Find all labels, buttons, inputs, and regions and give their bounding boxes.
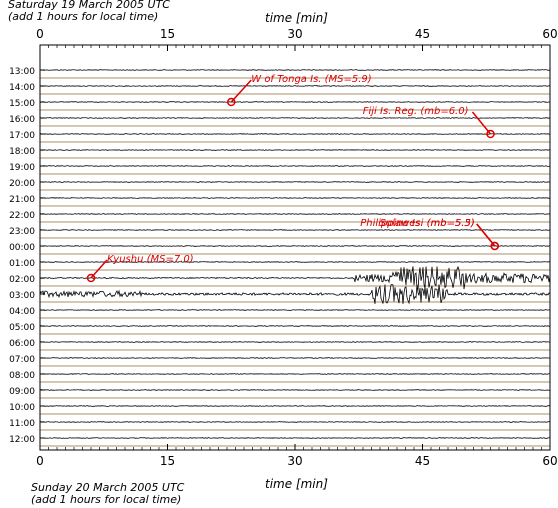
hour-label-03:00: 03:00 xyxy=(9,291,35,301)
hour-label-01:00: 01:00 xyxy=(9,259,35,269)
trace-01:00 xyxy=(39,261,551,263)
trace-05:00 xyxy=(39,325,551,327)
trace-11:00 xyxy=(39,421,551,423)
date-header-bottom-line2: (add 1 hours for local time) xyxy=(31,493,182,506)
event-marker xyxy=(86,273,96,283)
hour-label-07:00: 07:00 xyxy=(9,355,35,365)
trace-15:00 xyxy=(39,101,551,103)
hour-label-14:00: 14:00 xyxy=(9,83,35,93)
x-tick-label-top: 45 xyxy=(415,27,430,41)
hour-label-09:00: 09:00 xyxy=(9,387,35,397)
axes: 0 0 15 15 30 30 45 45 60 60 13:00 14:00 15:00 16:00 17… xyxy=(9,27,558,468)
hour-separator-lines xyxy=(40,77,550,447)
trace-10:00 xyxy=(39,405,551,407)
trace-09:00 xyxy=(39,389,551,391)
hour-label-04:00: 04:00 xyxy=(9,307,35,317)
x-axis-title-top: time [min] xyxy=(265,11,328,25)
event-leader xyxy=(90,259,108,279)
event-label: Philippine Is. (mb=5.3) xyxy=(360,218,475,229)
trace-13:00 xyxy=(39,69,551,71)
event-marker xyxy=(490,241,499,251)
event-leader xyxy=(471,111,492,135)
trace-02:00 xyxy=(39,265,551,291)
event-label: Kyushu (MS=7.0) xyxy=(107,254,194,265)
event-label: Fiji Is. Reg. (mb=6.0) xyxy=(363,106,469,117)
hour-label-21:00: 21:00 xyxy=(9,195,35,205)
hour-label-05:00: 05:00 xyxy=(9,323,35,333)
event-leader xyxy=(230,79,252,103)
trace-07:00 xyxy=(39,357,551,359)
x-tick-label-top: 0 xyxy=(36,27,44,41)
event-label: Sulawesi (mb=5.5) xyxy=(379,218,474,229)
x-tick-label-top: 60 xyxy=(542,27,557,41)
hour-label-12:00: 12:00 xyxy=(9,435,35,445)
trace-21:00 xyxy=(39,197,551,199)
trace-00:00 xyxy=(39,245,551,247)
hour-label-20:00: 20:00 xyxy=(9,179,35,189)
hour-label-10:00: 10:00 xyxy=(9,403,35,413)
hour-label-17:00: 17:00 xyxy=(9,131,35,141)
hour-label-08:00: 08:00 xyxy=(9,371,35,381)
event-annotations: W of Tonga Is. (MS=5.9) Fiji Is. Reg. (mb… xyxy=(86,74,499,283)
trace-22:00 xyxy=(39,213,551,215)
trace-17:00 xyxy=(39,133,551,135)
trace-16:00 xyxy=(39,117,551,119)
x-tick-label-top: 15 xyxy=(160,27,175,41)
hour-label-16:00: 16:00 xyxy=(9,115,35,125)
date-header-top-line1: Saturday 19 March 2005 UTC xyxy=(8,0,170,11)
hour-label-11:00: 11:00 xyxy=(9,419,35,429)
trace-23:00 xyxy=(39,229,551,231)
x-tick-label-bottom: 0 xyxy=(36,454,44,468)
x-tick-label-bottom: 45 xyxy=(415,454,430,468)
hour-label-18:00: 18:00 xyxy=(9,147,35,157)
x-tick-label-top: 30 xyxy=(287,27,302,41)
x-tick-label-bottom: 30 xyxy=(287,454,302,468)
trace-12:00 xyxy=(39,437,551,439)
x-axis-title-bottom: time [min] xyxy=(265,477,328,491)
trace-03:00 xyxy=(39,284,551,305)
event-label: W of Tonga Is. (MS=5.9) xyxy=(251,74,371,85)
date-header-top-line2: (add 1 hours for local time) xyxy=(8,10,159,23)
date-header-bottom-line1: Sunday 20 March 2005 UTC xyxy=(31,481,185,494)
plot-frame xyxy=(39,44,551,451)
trace-04:00 xyxy=(39,309,551,311)
trace-18:00 xyxy=(39,149,551,151)
hour-label-19:00: 19:00 xyxy=(9,163,35,173)
hour-label-02:00: 02:00 xyxy=(9,275,35,285)
x-tick-label-bottom: 15 xyxy=(160,454,175,468)
x-tick-label-bottom: 60 xyxy=(542,454,557,468)
hour-label-22:00: 22:00 xyxy=(9,211,35,221)
trace-08:00 xyxy=(39,373,551,375)
event-leader xyxy=(476,223,496,247)
hour-label-23:00: 23:00 xyxy=(9,227,35,237)
trace-06:00 xyxy=(39,341,551,343)
hour-label-15:00: 15:00 xyxy=(9,99,35,109)
trace-14:00 xyxy=(39,85,551,87)
hour-label-00:00: 00:00 xyxy=(9,243,35,253)
trace-19:00 xyxy=(39,165,551,167)
trace-20:00 xyxy=(39,181,551,183)
event-marker xyxy=(486,129,495,139)
hour-label-06:00: 06:00 xyxy=(9,339,35,349)
event-marker xyxy=(227,97,236,107)
hour-label-13:00: 13:00 xyxy=(9,67,35,77)
seismic-traces xyxy=(39,69,551,439)
